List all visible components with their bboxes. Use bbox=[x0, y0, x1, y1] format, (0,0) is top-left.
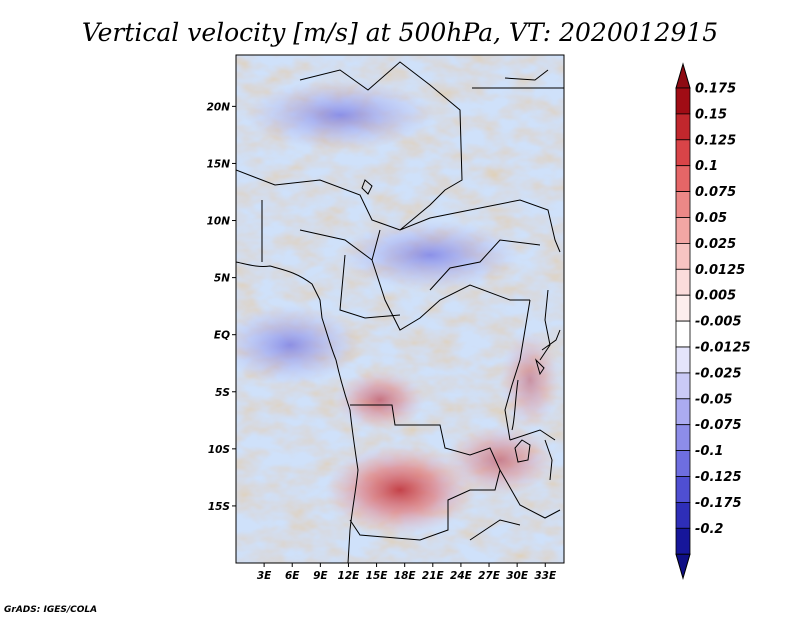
colorbar-label: 0.005 bbox=[695, 289, 736, 304]
y-tick-label: 5S bbox=[215, 387, 230, 399]
subsidence-zone-zambia bbox=[445, 425, 555, 495]
colorbar-label: -0.025 bbox=[695, 366, 742, 381]
colorbar-swatch bbox=[675, 113, 691, 141]
x-tick-label: 33E bbox=[534, 570, 557, 582]
colorbar-swatch bbox=[675, 501, 691, 529]
colorbar-swatch bbox=[675, 398, 691, 426]
colorbar-label: 0.175 bbox=[695, 82, 736, 97]
colorbar-swatch bbox=[675, 217, 691, 244]
west-africa-coastline bbox=[236, 261, 359, 563]
x-tick-label: 9E bbox=[313, 570, 328, 582]
colorbar-label: -0.05 bbox=[695, 392, 732, 407]
great-lakes bbox=[511, 358, 553, 481]
y-tick-label: 5N bbox=[214, 273, 230, 285]
grads-credit: GrADS: IGES/COLA bbox=[4, 605, 97, 615]
x-tick-label: 21E bbox=[422, 570, 445, 582]
colorbar-label: 0.15 bbox=[695, 107, 727, 122]
subsidence-zone-east bbox=[500, 330, 560, 430]
colorbar-swatch bbox=[675, 294, 691, 322]
colorbar-swatch bbox=[675, 87, 691, 115]
colorbar-swatch bbox=[675, 242, 691, 270]
colorbar-swatch bbox=[675, 268, 691, 296]
lake-chad bbox=[361, 179, 373, 195]
x-tick-label: 3E bbox=[257, 570, 272, 582]
x-tick-label: 12E bbox=[338, 570, 361, 582]
y-tick-label: EQ bbox=[214, 330, 230, 342]
colorbar-swatch bbox=[675, 165, 691, 192]
colorbar-label: -0.005 bbox=[695, 315, 742, 330]
x-tick-label: 30E bbox=[506, 570, 529, 582]
colorbar: 0.175 0.15 0.125 0.1 0.075 0.05 0.025 0.0125 0.0… bbox=[675, 62, 751, 580]
updraft-zone-sahel bbox=[340, 220, 520, 290]
x-tick-label: 15E bbox=[366, 570, 389, 582]
subsidence-zone-congo bbox=[335, 370, 425, 430]
x-tick-label: 27E bbox=[478, 570, 501, 582]
colorbar-label: -0.075 bbox=[695, 418, 742, 433]
borders-central bbox=[261, 200, 541, 331]
x-tick-label: 18E bbox=[394, 570, 417, 582]
y-tick-label: 15S bbox=[208, 501, 230, 513]
map-boundaries bbox=[236, 61, 564, 563]
colorbar-label: 0.075 bbox=[695, 185, 736, 200]
y-tick-label: 20N bbox=[207, 101, 231, 113]
colorbar-swatch bbox=[675, 424, 691, 452]
x-tick-label: 6E bbox=[285, 570, 300, 582]
y-tick-label: 15N bbox=[207, 158, 231, 170]
colorbar-swatch bbox=[675, 450, 691, 477]
x-tick-label: 24E bbox=[450, 570, 473, 582]
subsidence-zone-angola bbox=[325, 445, 475, 535]
colorbar-label: 0.0125 bbox=[695, 263, 745, 278]
colorbar-bottom-triangle bbox=[675, 553, 691, 580]
colorbar-swatch bbox=[675, 476, 691, 503]
colorbar-swatch bbox=[675, 527, 691, 555]
updraft-zone-north bbox=[245, 80, 435, 150]
borders-east bbox=[472, 69, 564, 441]
colorbar-label: -0.125 bbox=[695, 470, 742, 485]
colorbar-label: -0.2 bbox=[695, 522, 723, 537]
field-plot bbox=[236, 55, 564, 563]
colorbar-swatch bbox=[675, 191, 691, 218]
chart-title: Vertical velocity [m/s] at 500hPa, VT: 2… bbox=[82, 18, 718, 47]
borders-north bbox=[236, 61, 561, 253]
colorbar-label: -0.1 bbox=[695, 444, 723, 459]
colorbar-label: 0.05 bbox=[695, 211, 727, 226]
colorbar-label: -0.0125 bbox=[695, 341, 751, 356]
y-axis: 20N 15N 10N 5N EQ 5S 10S 15S bbox=[207, 101, 236, 513]
colorbar-swatch bbox=[675, 139, 691, 167]
colorbar-swatch bbox=[675, 320, 691, 348]
colorbar-label: 0.1 bbox=[695, 159, 718, 174]
y-tick-label: 10N bbox=[207, 216, 231, 228]
colorbar-label: 0.025 bbox=[695, 237, 736, 252]
colorbar-label: 0.125 bbox=[695, 133, 736, 148]
x-axis: 3E 6E 9E 12E 15E 18E 21E 24E 27E 30E 33E bbox=[257, 563, 557, 582]
updraft-zone-equator bbox=[236, 305, 360, 385]
plot-frame bbox=[235, 54, 565, 564]
y-tick-label: 10S bbox=[208, 444, 230, 456]
colorbar-swatch bbox=[675, 346, 691, 374]
colorbar-swatch bbox=[675, 372, 691, 400]
colorbar-top-triangle bbox=[675, 62, 691, 89]
borders-south bbox=[349, 404, 561, 541]
colorbar-label: -0.175 bbox=[695, 496, 742, 511]
